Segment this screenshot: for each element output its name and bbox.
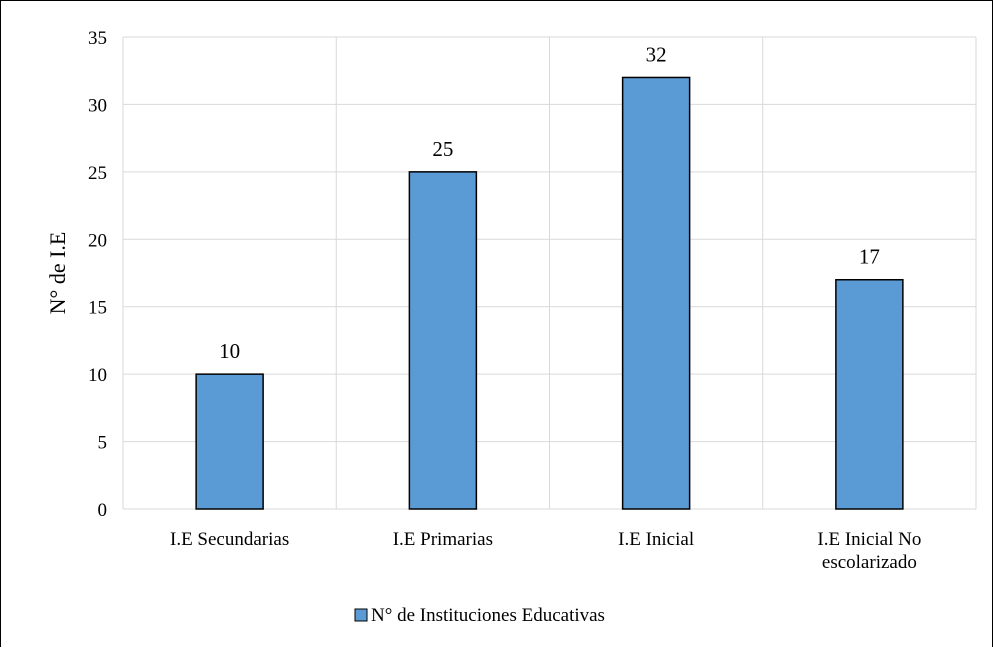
x-category-label: I.E Primarias (393, 529, 493, 550)
bar (835, 278, 904, 510)
y-tick-label: 0 (98, 500, 108, 521)
bars (195, 76, 904, 510)
y-tick-label: 20 (88, 230, 107, 251)
x-category-label: I.E Inicial (618, 529, 694, 550)
data-label: 17 (859, 245, 880, 269)
y-axis-title: N° de I.E (45, 232, 70, 315)
bar (408, 171, 478, 510)
legend-swatch (354, 608, 368, 622)
y-tick-label: 30 (88, 95, 107, 116)
legend-label: N° de Instituciones Educativas (371, 605, 605, 626)
y-tick-label: 25 (88, 163, 107, 184)
x-category-label: I.E Secundarias (170, 529, 289, 550)
y-tick-label: 35 (88, 28, 107, 49)
y-tick-label: 5 (98, 433, 108, 454)
bar (621, 76, 691, 510)
data-label: 25 (432, 137, 453, 161)
x-axis-categories: I.E Secundarias I.E Primarias I.E Inicial I… (170, 529, 921, 573)
data-label: 10 (219, 339, 240, 363)
y-tick-label: 10 (88, 365, 107, 386)
y-tick-label: 15 (88, 298, 107, 319)
legend: N° de Instituciones Educativas (354, 605, 605, 626)
bar (195, 373, 264, 510)
gridlines (122, 36, 977, 510)
x-category-label: I.E Inicial No escolarizado (817, 529, 921, 573)
y-axis-ticks: 0 5 10 15 20 25 30 35 (88, 28, 107, 521)
data-labels: 10 25 32 17 (219, 42, 880, 363)
data-label: 32 (646, 42, 667, 66)
